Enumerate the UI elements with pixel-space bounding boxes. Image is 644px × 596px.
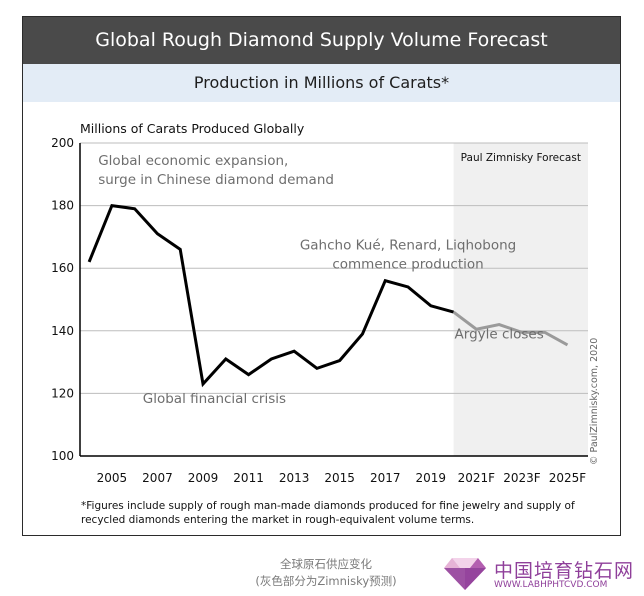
chart-title: Global Rough Diamond Supply Volume Forec… [23,17,620,64]
copyright-credit: © PaulZimnisky.com, 2020 [589,337,600,465]
chinese-caption-line-1: 全球原石供应变化 [280,557,372,571]
chart-annotation: Gahcho Kué, Renard, Liqhobong [300,237,516,253]
chart-annotation: commence production [332,256,483,272]
forecast-series-line [452,310,569,347]
chart-annotation: Global economic expansion, [98,153,288,169]
watermark-url: WWW.LABHPHTCVD.COM [494,580,608,590]
x-tick-label: 2009 [188,471,219,485]
x-tick-label: 2023F [503,471,541,485]
y-tick-label: 180 [51,199,74,213]
forecast-label: Paul Zimnisky Forecast [461,152,581,164]
forecast-region [453,143,588,456]
chart-annotation: surge in Chinese diamond demand [98,172,334,188]
y-axis-label: Millions of Carats Produced Globally [80,121,305,136]
x-tick-label: 2025F [549,471,587,485]
x-tick-label: 2017 [370,471,401,485]
chinese-caption-line-2: (灰色部分为Zimnisky预测) [255,574,397,588]
diamond-logo-icon [444,558,486,590]
y-tick-label: 120 [51,386,74,400]
historical-series-line [87,203,454,388]
y-tick-label: 140 [51,324,74,338]
x-tick-label: 2015 [324,471,355,485]
y-tick-label: 100 [51,449,74,463]
x-tick-label: 2013 [279,471,310,485]
y-tick-label: 200 [51,136,74,150]
chart-annotation: Global financial crisis [143,391,286,407]
watermark: 中国培育钻石网 WWW.LABHPHTCVD.COM [442,556,633,596]
x-tick-label: 2019 [416,471,447,485]
chinese-caption: 全球原石供应变化 (灰色部分为Zimnisky预测) [236,556,416,590]
chart-subtitle: Production in Millions of Carats* [23,64,620,102]
y-tick-label: 160 [51,261,74,275]
watermark-title: 中国培育钻石网 [494,560,635,582]
x-tick-label: 2007 [142,471,173,485]
x-tick-label: 2011 [233,471,264,485]
chart-footnote: *Figures include supply of rough man-mad… [81,500,575,526]
x-tick-label: 2005 [97,471,128,485]
chart-annotation: Argyle closes [455,327,544,343]
x-tick-label: 2021F [458,471,496,485]
